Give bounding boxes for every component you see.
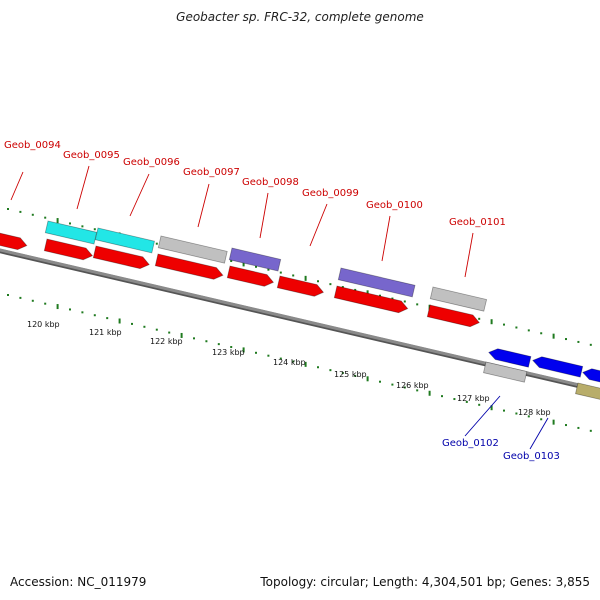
leader-line bbox=[529, 417, 549, 450]
feature-cds-7 bbox=[154, 253, 224, 280]
leader-line bbox=[76, 165, 90, 210]
features bbox=[0, 220, 600, 400]
gene-label: Geob_0095 bbox=[63, 150, 120, 161]
feature-gray-16 bbox=[483, 361, 528, 383]
gene-label: Geob_0101 bbox=[449, 217, 506, 228]
tick-label: 121 kbp bbox=[89, 328, 122, 337]
gene-label: Geob_0097 bbox=[183, 167, 240, 178]
feature-gray-13 bbox=[429, 286, 488, 312]
feature-cds-12 bbox=[333, 285, 409, 314]
feature-cds-14 bbox=[426, 304, 480, 328]
accession-text: Accession: NC_011979 bbox=[10, 575, 147, 589]
feature-cds-10 bbox=[276, 275, 325, 297]
feature-purple-11 bbox=[337, 267, 416, 298]
tick-labels: 120 kbp 121 kbp 122 kbp 123 kbp 124 kbp 125 k… bbox=[27, 320, 551, 417]
tick-label: 125 kbp bbox=[334, 370, 367, 379]
tick-label: 120 kbp bbox=[27, 320, 60, 329]
label-leaders bbox=[10, 165, 549, 450]
gene-labels: Geob_0094Geob_0095Geob_0096Geob_0097Geob… bbox=[4, 140, 560, 462]
gene-label: Geob_0094 bbox=[4, 140, 61, 151]
feature-cds-3 bbox=[43, 238, 94, 261]
tick-label: 123 kbp bbox=[212, 348, 245, 357]
leader-line bbox=[129, 173, 150, 217]
gene-label: Geob_0100 bbox=[366, 200, 423, 211]
tick-label: 128 kbp bbox=[518, 408, 551, 417]
feature-cyan-4 bbox=[94, 227, 155, 254]
feature-cyan-2 bbox=[44, 220, 98, 245]
feature-blue-18 bbox=[582, 368, 600, 383]
gene-label: Geob_0103 bbox=[503, 451, 560, 462]
feature-blue-15 bbox=[488, 348, 532, 368]
leader-line bbox=[464, 395, 501, 437]
leader-line bbox=[10, 171, 24, 201]
feature-cds-1 bbox=[0, 232, 28, 251]
gene-label: Geob_0096 bbox=[123, 157, 180, 168]
leader-line bbox=[259, 192, 269, 239]
map-title: Geobacter sp. FRC-32, complete genome bbox=[176, 10, 424, 24]
gene-label: Geob_0102 bbox=[442, 438, 499, 449]
feature-cds-9 bbox=[226, 265, 275, 287]
tick-label: 124 kbp bbox=[273, 358, 306, 367]
feature-olive-19 bbox=[575, 382, 600, 400]
feature-gray-6 bbox=[157, 235, 228, 264]
feature-blue-17 bbox=[532, 356, 584, 378]
leader-line bbox=[309, 203, 328, 247]
feature-purple-8 bbox=[228, 247, 282, 272]
gene-label: Geob_0098 bbox=[242, 177, 299, 188]
tick-label: 126 kbp bbox=[396, 381, 429, 390]
gene-label: Geob_0099 bbox=[302, 188, 359, 199]
leader-line bbox=[381, 215, 391, 262]
leader-line bbox=[197, 183, 210, 228]
tick-label: 122 kbp bbox=[150, 337, 183, 346]
feature-cds-5 bbox=[92, 245, 150, 270]
tick-label: 127 kbp bbox=[457, 394, 490, 403]
leader-line bbox=[464, 232, 474, 278]
genome-summary-text: Topology: circular; Length: 4,304,501 bp… bbox=[260, 575, 590, 589]
